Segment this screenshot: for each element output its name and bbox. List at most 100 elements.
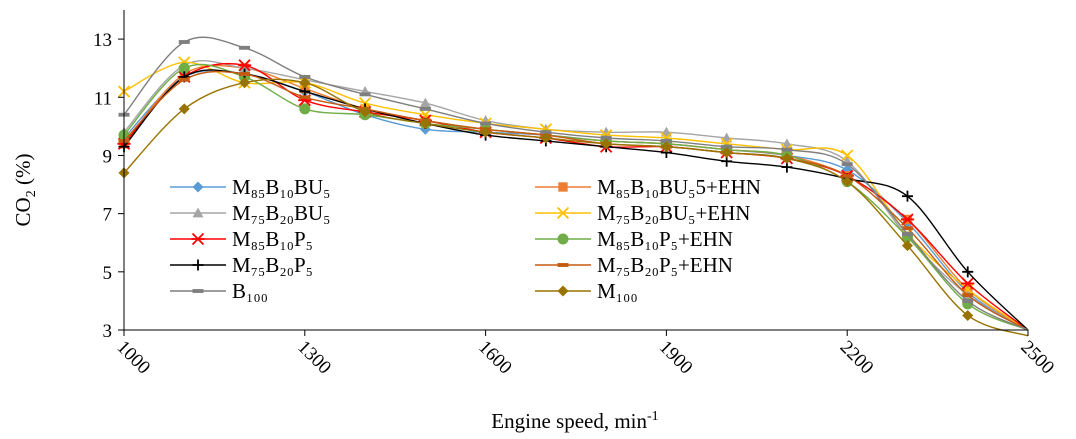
- series-line: [123, 78, 1029, 337]
- series-line: [123, 60, 1029, 331]
- data-point: [359, 106, 371, 118]
- series-line: [123, 69, 1029, 331]
- data-point: [600, 136, 612, 140]
- data-point: [841, 149, 854, 162]
- x-axis-title-main: Engine speed, min: [491, 409, 647, 433]
- series-8: [118, 36, 1029, 331]
- data-point: [721, 147, 733, 159]
- y-tick-label: 5: [103, 263, 113, 284]
- legend: M₈₅B₁₀BU₅ M₈₅B₁₀BU₅5+EHN M₇₅B₂₀BU₅ M₇₅B₂₀BU…: [170, 175, 761, 303]
- data-point: [237, 59, 252, 72]
- y-tick-label: 13: [93, 30, 112, 51]
- data-point: [660, 141, 672, 153]
- data-point: [558, 182, 568, 192]
- data-point: [901, 232, 913, 236]
- data-point: [660, 138, 672, 143]
- data-point: [419, 106, 431, 111]
- x-tick-label: 1900: [655, 337, 697, 379]
- data-point: [191, 232, 205, 246]
- data-point: [962, 293, 974, 298]
- data-point: [961, 277, 975, 290]
- data-point: [299, 103, 311, 115]
- data-point: [961, 283, 974, 296]
- plot-area: [117, 36, 1029, 337]
- data-point: [359, 92, 371, 97]
- legend-item: M₈₅B₁₀BU₅: [170, 175, 330, 199]
- x-axis-title-sup: -1: [647, 409, 659, 424]
- series-line: [123, 70, 1029, 331]
- legend-label: M₁₀₀: [597, 279, 638, 303]
- legend-item: M₈₅B₁₀BU₅5+EHN: [535, 175, 761, 199]
- data-point: [192, 259, 204, 271]
- data-point: [557, 263, 569, 267]
- y-tick-label: 11: [94, 88, 112, 109]
- x-tick-label: 2500: [1016, 337, 1058, 379]
- data-point: [419, 97, 431, 108]
- data-point: [239, 62, 251, 73]
- data-point: [901, 190, 913, 202]
- y-axis-title: CO2 (%): [11, 154, 39, 227]
- y-axis-title-unit: (%): [11, 154, 35, 191]
- data-point: [239, 72, 251, 76]
- data-point: [557, 285, 569, 297]
- data-point: [239, 77, 251, 89]
- data-point: [841, 162, 853, 167]
- data-point: [540, 130, 552, 135]
- data-point: [600, 138, 612, 150]
- legend-item: M₈₅B₁₀P₅+EHN: [535, 227, 733, 251]
- legend-label: M₇₅B₂₀BU₅+EHN: [597, 201, 750, 225]
- data-point: [192, 207, 204, 218]
- data-point: [480, 121, 492, 126]
- legend-item: M₇₅B₂₀BU₅: [170, 201, 330, 225]
- data-point: [480, 126, 492, 138]
- legend-label: M₈₅B₁₀BU₅5+EHN: [597, 175, 761, 199]
- data-point: [299, 74, 311, 79]
- data-point: [962, 309, 974, 321]
- legend-label: M₇₅B₂₀P₅+EHN: [597, 253, 733, 277]
- data-point: [178, 77, 190, 82]
- data-point: [962, 298, 974, 303]
- legend-label: M₈₅B₁₀P₅+EHN: [597, 227, 733, 251]
- legend-label: M₈₅B₁₀P₅: [232, 227, 313, 251]
- legend-label: M₇₅B₂₀P₅: [232, 253, 313, 277]
- legend-label: B₁₀₀: [232, 279, 268, 303]
- x-axis-title: Engine speed, min-1: [491, 409, 658, 433]
- data-point: [178, 40, 190, 44]
- series-line: [123, 63, 1029, 331]
- series-line: [123, 36, 1029, 331]
- data-point: [901, 226, 913, 231]
- data-point: [781, 152, 793, 164]
- data-point: [192, 181, 204, 193]
- data-point: [192, 289, 204, 293]
- x-tick-label: 1000: [112, 337, 154, 379]
- data-point: [600, 126, 612, 137]
- data-point: [178, 103, 190, 115]
- legend-item: M₇₅B₂₀P₅: [170, 253, 313, 277]
- y-tick-label: 9: [103, 146, 113, 167]
- series-9: [118, 77, 1029, 337]
- data-point: [721, 144, 733, 149]
- data-point: [178, 62, 190, 74]
- data-point: [781, 147, 793, 152]
- y-axis-title-main: CO: [11, 197, 35, 226]
- data-point: [419, 108, 432, 121]
- data-point: [900, 213, 915, 226]
- legend-item: M₇₅B₂₀P₅+EHN: [535, 253, 733, 277]
- legend-item: M₈₅B₁₀P₅: [170, 227, 313, 251]
- data-point: [540, 132, 552, 144]
- data-point: [358, 96, 372, 110]
- legend-item: B₁₀₀: [170, 279, 268, 303]
- legend-label: M₇₅B₂₀BU₅: [232, 201, 330, 225]
- y-tick-label: 3: [103, 321, 113, 342]
- y-tick-label: 7: [103, 205, 113, 226]
- series-line: [123, 62, 1029, 331]
- data-point: [557, 233, 569, 245]
- data-point: [556, 206, 570, 220]
- data-point: [962, 266, 974, 278]
- data-point: [841, 173, 853, 178]
- data-point: [901, 240, 913, 252]
- data-point: [299, 77, 311, 89]
- data-point: [239, 45, 251, 50]
- y-axis-title-sub: 2: [24, 190, 39, 197]
